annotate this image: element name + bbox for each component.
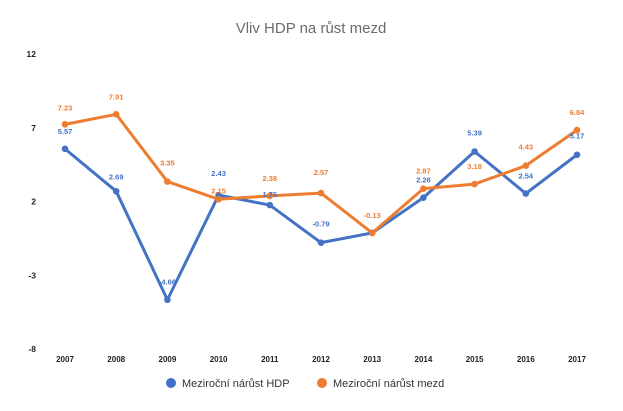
y-tick-label: -3	[28, 270, 36, 280]
data-point	[215, 195, 222, 203]
legend-label: Meziroční nárůst HDP	[182, 378, 290, 390]
data-label: 2.54	[518, 172, 533, 181]
x-tick-label: 2015	[466, 355, 484, 364]
data-point	[317, 239, 325, 246]
data-label: -0.79	[312, 220, 329, 229]
data-point	[112, 111, 120, 118]
data-label: 5.17	[570, 132, 585, 141]
data-point	[420, 185, 427, 192]
data-point	[266, 201, 274, 209]
legend-label: Meziroční nárůst mezd	[333, 378, 444, 390]
data-label: 1.76	[262, 190, 277, 199]
data-point	[164, 178, 171, 185]
data-label: 2.15	[211, 186, 226, 195]
data-point	[164, 296, 171, 304]
x-tick-label: 2017	[568, 355, 586, 364]
data-label: 2.26	[416, 176, 431, 185]
data-point	[61, 145, 69, 153]
data-point	[522, 162, 530, 169]
x-tick-label: 2012	[312, 355, 330, 364]
data-label: 5.57	[58, 127, 73, 136]
data-label: 5.39	[467, 128, 482, 137]
x-tick-label: 2008	[107, 355, 125, 364]
data-point	[112, 188, 120, 195]
legend-marker	[317, 378, 327, 388]
data-point	[368, 229, 376, 237]
data-label: 3.35	[160, 159, 175, 168]
x-tick-label: 2009	[159, 355, 177, 364]
data-label: 2.87	[416, 167, 431, 176]
y-tick-label: 2	[31, 197, 36, 207]
chart-title: Vliv HDP na růst mezd	[236, 20, 387, 37]
data-label: 7.91	[109, 92, 124, 101]
data-point	[522, 190, 530, 197]
y-tick-label: 7	[31, 123, 36, 133]
data-point	[317, 189, 325, 197]
data-point	[471, 148, 478, 155]
data-point	[573, 126, 581, 134]
y-tick-label: -8	[28, 344, 36, 354]
data-point	[266, 192, 274, 200]
x-tick-label: 2011	[261, 355, 279, 364]
x-tick-label: 2014	[415, 355, 433, 364]
legend: Meziroční nárůst HDP Meziroční nárůst mez…	[166, 378, 444, 390]
data-label: 2.69	[109, 172, 124, 181]
data-label: -0.13	[364, 211, 381, 220]
data-label: 4.43	[518, 143, 533, 152]
data-point	[471, 180, 478, 188]
x-tick-label: 2007	[56, 355, 74, 364]
data-label: 3.18	[467, 162, 482, 171]
x-tick-label: 2013	[363, 355, 381, 364]
data-label: 2.38	[262, 174, 277, 183]
data-label: 2.43	[211, 169, 226, 178]
x-tick-label: 2010	[210, 355, 228, 364]
data-point	[61, 121, 69, 128]
data-point	[573, 151, 581, 159]
data-point	[420, 194, 427, 201]
y-tick-label: 12	[27, 49, 37, 59]
x-tick-label: 2016	[517, 355, 535, 364]
legend-marker	[166, 378, 176, 388]
data-label: -4.66	[159, 278, 176, 287]
data-label: 2.57	[314, 168, 329, 177]
data-label: 7.23	[58, 103, 73, 112]
data-label: 6.84	[570, 108, 585, 117]
